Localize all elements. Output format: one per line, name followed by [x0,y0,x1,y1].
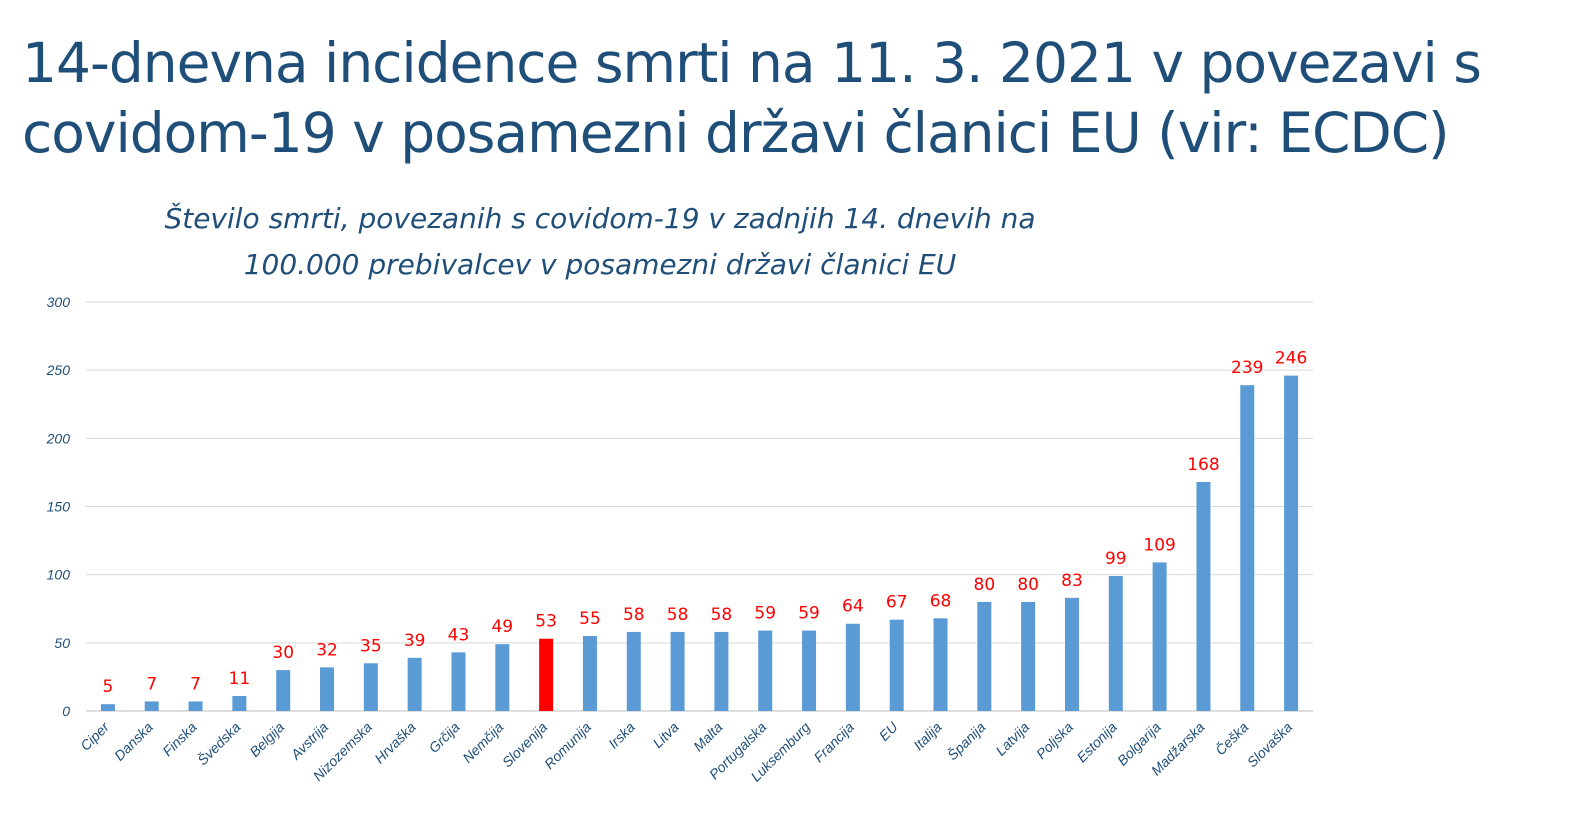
x-tick-label: Slovaška [1244,719,1296,771]
bar-12 [626,631,641,711]
x-tick-label: Španija [944,719,988,763]
bar-25 [1196,481,1211,711]
x-tick-label: EU [876,718,902,744]
bar-13 [670,631,685,711]
y-tick-label: 250 [46,362,71,378]
data-label: 32 [316,640,338,660]
bar-8 [451,652,466,711]
x-tick-label: Italija [910,719,945,754]
data-label: 49 [491,617,513,637]
x-tick-label: Litva [649,719,681,751]
bar-0 [100,704,115,711]
y-tick-label: 200 [46,430,71,446]
bar-24 [1152,562,1167,711]
x-tick-label: Hrvaška [371,719,419,767]
bars [100,375,1299,711]
bar-9 [495,644,510,711]
data-label: 35 [360,636,382,656]
y-tick-label: 300 [47,294,71,310]
x-tick-label: Finska [159,719,200,760]
x-tick-label: Irska [605,719,638,752]
bar-6 [363,663,378,711]
x-tick-label: Švedska [194,719,243,768]
chart-title-line-1: Število smrti, povezanih s covidom-19 v … [164,202,1036,235]
data-label: 58 [623,605,645,625]
data-label: 64 [842,597,864,617]
bar-27 [1284,375,1299,711]
data-label: 67 [886,593,908,613]
x-tick-label: Avstrija [287,719,331,763]
data-label: 83 [1061,571,1083,591]
data-label: 59 [798,604,820,624]
data-label: 239 [1231,358,1263,378]
bar-18 [889,619,904,711]
data-label: 80 [974,575,996,595]
chart-title: Število smrti, povezanih s covidom-19 v … [100,196,1100,288]
bar-10 [539,638,554,711]
y-tick-label: 0 [62,703,70,719]
data-label: 39 [404,631,426,651]
bar-5 [320,667,335,711]
bar-17 [845,623,860,711]
bar-15 [758,630,773,711]
bar-7 [407,657,422,711]
data-label: 53 [535,612,557,632]
data-label: 58 [711,605,733,625]
slide-title-line-2: covidom-19 v posamezni državi članici EU… [22,101,1450,165]
data-label: 246 [1275,349,1307,369]
x-tick-label: Danska [111,719,156,764]
data-label: 30 [272,643,294,663]
data-label: 43 [448,625,470,645]
slide-title: 14-dnevna incidence smrti na 11. 3. 2021… [22,28,1552,168]
data-label: 55 [579,609,601,629]
slide-title-line-1: 14-dnevna incidence smrti na 11. 3. 2021… [22,31,1482,95]
data-labels: 5 7 7 11 30 32 35 39 43 49 53 55 58 58 58 59 59 64 67 68 80 8… [102,349,1307,698]
data-label: 11 [229,669,251,689]
y-axis-tick-labels: 0 50 100 150 200 250 300 [46,294,71,719]
y-tick-label: 50 [54,635,70,651]
data-label: 7 [190,674,201,694]
bar-2 [188,701,203,711]
data-label: 59 [754,604,776,624]
data-label: 7 [146,674,157,694]
data-label: 58 [667,605,689,625]
bar-23 [1108,576,1123,711]
y-tick-label: 150 [47,499,71,515]
data-label: 168 [1187,455,1219,475]
data-label: 99 [1105,549,1127,569]
bar-1 [144,701,159,711]
bar-11 [582,636,597,711]
data-label: 5 [102,677,113,697]
data-label: 68 [930,591,952,611]
bar-14 [714,631,729,711]
gridlines [86,301,1313,712]
x-tick-label: Ciper [77,718,113,754]
bar-19 [933,618,948,711]
x-tick-label: Francija [810,719,857,766]
x-tick-label: Romunija [541,719,594,772]
x-tick-label: Latvija [992,719,1032,759]
bar-22 [1064,597,1079,711]
bar-20 [977,601,992,711]
x-tick-label: Grčija [425,719,462,756]
data-label: 80 [1017,575,1039,595]
bar-26 [1240,385,1255,711]
bar-3 [232,696,247,711]
bar-21 [1021,601,1036,711]
bar-4 [276,670,291,711]
chart-title-line-2: 100.000 prebivalcev v posamezni državi č… [243,248,957,281]
x-tick-label: Belgija [246,719,287,760]
x-tick-label: Poljska [1033,719,1076,762]
y-tick-label: 100 [47,567,71,583]
x-tick-label: Češka [1212,719,1252,759]
x-tick-label: Malta [690,719,726,755]
bar-16 [802,630,817,711]
data-label: 109 [1143,535,1175,555]
x-tick-label: Estonija [1073,719,1120,766]
